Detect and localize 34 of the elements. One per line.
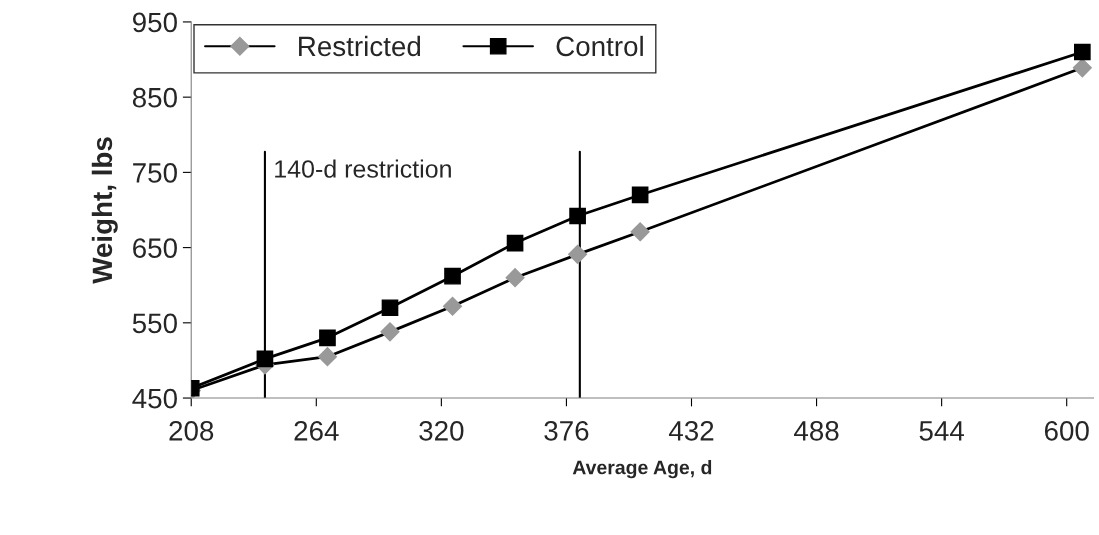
x-tick-label: 600 — [1044, 421, 1089, 441]
x-tick-label: 320 — [419, 421, 464, 441]
point — [630, 222, 650, 242]
point — [1072, 58, 1092, 78]
y-tick-label: 650 — [133, 238, 177, 258]
x-tick-label: 208 — [169, 421, 214, 441]
point — [381, 299, 399, 317]
point — [505, 268, 525, 288]
x-tick-label: 488 — [794, 421, 839, 441]
point — [442, 296, 463, 316]
x-tick-label: 432 — [668, 421, 714, 441]
point — [256, 350, 274, 368]
legend-label: Restricted — [299, 35, 421, 57]
y-tick-label: 750 — [133, 163, 177, 183]
point — [444, 267, 461, 285]
point — [317, 347, 337, 367]
x-tick-label: 544 — [919, 421, 964, 441]
y-tick-label: 450 — [132, 388, 177, 409]
y-tick-label: 550 — [132, 313, 177, 334]
point — [569, 207, 586, 225]
x-axis-title: Average Age, d — [572, 460, 712, 479]
y-tick-label: 850 — [132, 87, 177, 108]
x-tick-label: 264 — [294, 421, 339, 441]
point — [631, 186, 649, 204]
point — [506, 234, 524, 252]
y-tick-label: 950 — [132, 12, 177, 33]
point — [380, 322, 400, 342]
legend-label: Control — [556, 35, 643, 57]
point — [1074, 43, 1091, 61]
point — [568, 244, 588, 264]
x-tick-label: 376 — [544, 421, 589, 441]
point — [319, 329, 336, 347]
ref-line-label: 140-d restriction — [275, 159, 451, 178]
y-axis-title: Weight, lbs — [91, 137, 118, 284]
